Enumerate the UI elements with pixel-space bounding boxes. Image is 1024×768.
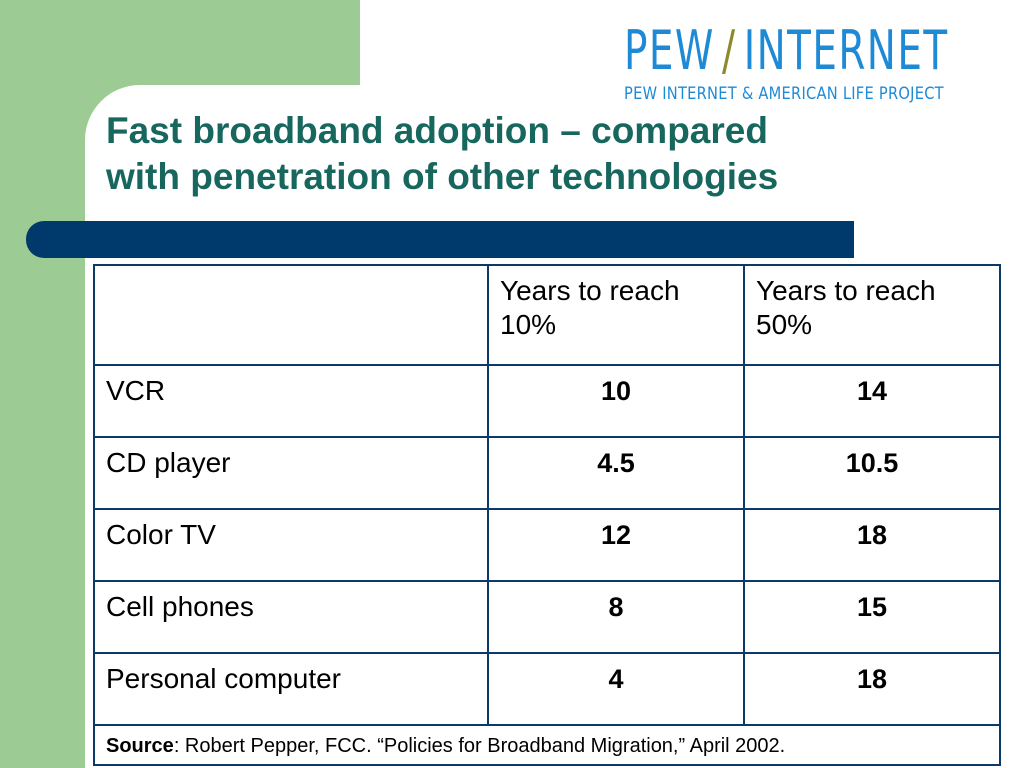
technology-cell: Personal computer bbox=[93, 652, 489, 726]
logo-word-pew: PEW bbox=[624, 18, 715, 82]
slide-title-line-2: with penetration of other technologies bbox=[106, 156, 779, 197]
years-to-50-cell: 18 bbox=[743, 652, 1001, 726]
table-header-cell: Years to reach 10% bbox=[487, 264, 745, 366]
source-text: : Robert Pepper, FCC. “Policies for Broa… bbox=[173, 735, 786, 757]
years-to-50-cell: 14 bbox=[743, 364, 1001, 438]
title-divider-bar bbox=[26, 221, 854, 258]
years-to-50-cell: 18 bbox=[743, 508, 1001, 582]
years-to-50-cell: 10.5 bbox=[743, 436, 1001, 510]
years-to-50-cell: 15 bbox=[743, 580, 1001, 654]
table-row: Cell phones 8 15 bbox=[93, 580, 1001, 654]
technology-cell: VCR bbox=[93, 364, 489, 438]
technology-cell: CD player bbox=[93, 436, 489, 510]
table-row: Personal computer 4 18 bbox=[93, 652, 1001, 726]
logo-word-internet: INTERNET bbox=[743, 18, 949, 82]
years-to-10-cell: 4.5 bbox=[487, 436, 745, 510]
table-header-cell bbox=[93, 264, 489, 366]
technology-cell: Cell phones bbox=[93, 580, 489, 654]
table-header-cell: Years to reach 50% bbox=[743, 264, 1001, 366]
technology-adoption-table: Years to reach 10% Years to reach 50% VC… bbox=[93, 264, 1001, 766]
table-row: VCR 10 14 bbox=[93, 364, 1001, 438]
years-to-10-cell: 12 bbox=[487, 508, 745, 582]
slide-title-line-1: Fast broadband adoption – compared bbox=[106, 110, 768, 151]
logo-wordmark: PEW / INTERNET bbox=[624, 16, 947, 84]
source-label: Source bbox=[106, 735, 174, 757]
table-row: CD player 4.5 10.5 bbox=[93, 436, 1001, 510]
table-header-row: Years to reach 10% Years to reach 50% bbox=[93, 264, 1001, 366]
years-to-10-cell: 8 bbox=[487, 580, 745, 654]
table-row: Color TV 12 18 bbox=[93, 508, 1001, 582]
source-note: Source: Robert Pepper, FCC. “Policies fo… bbox=[93, 724, 1001, 766]
green-side-band bbox=[0, 0, 85, 768]
pew-internet-logo: PEW / INTERNET PEW INTERNET & AMERICAN LIF… bbox=[610, 10, 1010, 110]
logo-subtitle: PEW INTERNET & AMERICAN LIFE PROJECT bbox=[624, 84, 944, 104]
logo-slash: / bbox=[721, 18, 737, 82]
white-header-area bbox=[360, 0, 1024, 100]
source-row: Source: Robert Pepper, FCC. “Policies fo… bbox=[93, 724, 1001, 766]
technology-cell: Color TV bbox=[93, 508, 489, 582]
years-to-10-cell: 4 bbox=[487, 652, 745, 726]
slide-title: Fast broadband adoption – compared with … bbox=[106, 108, 906, 200]
years-to-10-cell: 10 bbox=[487, 364, 745, 438]
